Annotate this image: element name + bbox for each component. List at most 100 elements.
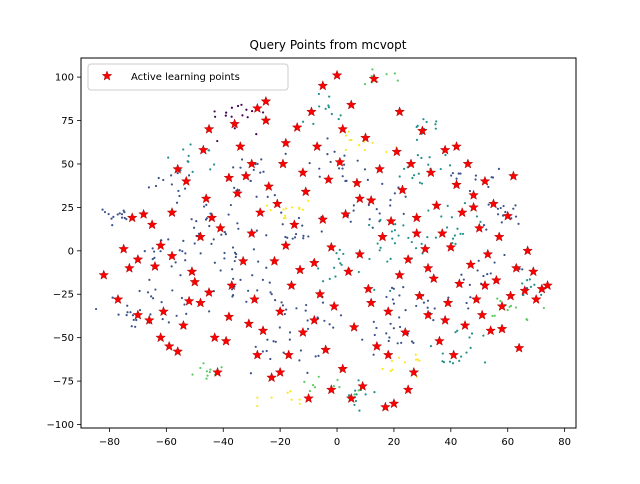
chart-title: Query Points from mcvopt bbox=[250, 38, 407, 52]
active-learning-point bbox=[223, 311, 235, 322]
background-point bbox=[416, 358, 419, 361]
background-point bbox=[307, 235, 310, 238]
background-point bbox=[339, 314, 343, 317]
background-point bbox=[451, 237, 455, 240]
background-point bbox=[428, 156, 431, 159]
background-point bbox=[233, 186, 236, 189]
background-point bbox=[299, 349, 303, 352]
background-point bbox=[295, 307, 298, 310]
active-learning-point bbox=[274, 366, 286, 377]
background-point bbox=[328, 95, 331, 98]
active-learning-point bbox=[411, 212, 422, 223]
background-point bbox=[213, 110, 216, 113]
background-point bbox=[514, 204, 517, 207]
background-point bbox=[223, 251, 226, 255]
active-learning-point bbox=[510, 262, 522, 273]
background-point bbox=[256, 289, 259, 292]
background-point bbox=[284, 216, 287, 220]
background-point bbox=[252, 168, 255, 171]
background-point bbox=[239, 166, 242, 169]
active-learning-point bbox=[419, 243, 431, 254]
background-point bbox=[107, 212, 110, 216]
background-point bbox=[204, 218, 208, 221]
x-tick-label: 40 bbox=[444, 437, 457, 448]
active-learning-point bbox=[428, 273, 440, 284]
background-point bbox=[372, 320, 375, 323]
background-point bbox=[305, 303, 308, 307]
background-point bbox=[301, 208, 304, 211]
active-learning-point bbox=[158, 306, 169, 317]
background-point bbox=[476, 269, 479, 272]
background-point bbox=[385, 73, 388, 76]
background-point bbox=[456, 329, 459, 332]
background-point bbox=[412, 174, 416, 177]
background-point bbox=[269, 357, 272, 361]
active-learning-point bbox=[451, 179, 462, 190]
background-point bbox=[454, 242, 457, 245]
background-point bbox=[483, 361, 487, 364]
background-point bbox=[290, 398, 293, 401]
background-point bbox=[433, 307, 436, 310]
active-learning-point bbox=[226, 279, 238, 291]
background-point bbox=[231, 268, 234, 271]
background-point bbox=[386, 260, 389, 263]
active-learning-point bbox=[496, 300, 508, 311]
legend: Active learning points bbox=[87, 63, 289, 91]
background-point bbox=[391, 298, 395, 301]
background-point bbox=[182, 239, 185, 242]
background-point bbox=[407, 236, 410, 240]
background-point bbox=[340, 263, 343, 266]
background-point bbox=[389, 198, 392, 202]
background-point bbox=[398, 175, 401, 178]
background-point bbox=[151, 247, 154, 250]
background-point bbox=[389, 369, 392, 373]
background-point bbox=[212, 163, 216, 166]
background-point bbox=[388, 336, 391, 339]
background-point bbox=[356, 159, 359, 162]
x-tick-label: −20 bbox=[270, 437, 291, 448]
active-learning-point bbox=[530, 293, 542, 304]
background-point bbox=[320, 230, 323, 233]
background-point bbox=[261, 350, 264, 353]
background-point bbox=[285, 308, 288, 311]
background-point bbox=[393, 242, 397, 245]
background-point bbox=[281, 223, 284, 226]
active-learning-point bbox=[328, 300, 340, 311]
background-point bbox=[403, 361, 407, 364]
background-point bbox=[227, 213, 230, 216]
background-point bbox=[389, 204, 392, 207]
active-learning-point bbox=[382, 306, 394, 317]
background-point bbox=[333, 266, 336, 269]
active-learning-point bbox=[400, 326, 411, 337]
background-point bbox=[396, 342, 399, 345]
background-point bbox=[378, 249, 381, 252]
background-point bbox=[509, 304, 513, 307]
background-point bbox=[420, 156, 423, 160]
background-point bbox=[304, 309, 307, 312]
active-learning-point bbox=[397, 184, 408, 195]
background-point bbox=[284, 207, 288, 210]
active-learning-point bbox=[505, 290, 516, 301]
background-point bbox=[224, 233, 227, 236]
background-point bbox=[363, 148, 366, 152]
x-tick-label: 80 bbox=[558, 437, 571, 448]
background-point bbox=[402, 212, 405, 216]
background-point bbox=[174, 261, 177, 264]
background-point bbox=[281, 304, 285, 307]
background-point bbox=[496, 213, 500, 216]
active-learning-point bbox=[465, 259, 477, 270]
background-point bbox=[265, 234, 268, 237]
background-point bbox=[132, 318, 135, 322]
background-point bbox=[298, 402, 301, 405]
background-point bbox=[308, 389, 311, 393]
background-point bbox=[343, 154, 346, 157]
background-point bbox=[265, 204, 269, 207]
background-point bbox=[288, 338, 291, 341]
active-learning-point bbox=[223, 172, 235, 183]
active-learning-point bbox=[422, 309, 434, 320]
background-point bbox=[410, 240, 413, 244]
background-point bbox=[354, 389, 357, 392]
background-point bbox=[117, 313, 120, 316]
background-point bbox=[338, 386, 341, 389]
background-point bbox=[487, 203, 490, 206]
